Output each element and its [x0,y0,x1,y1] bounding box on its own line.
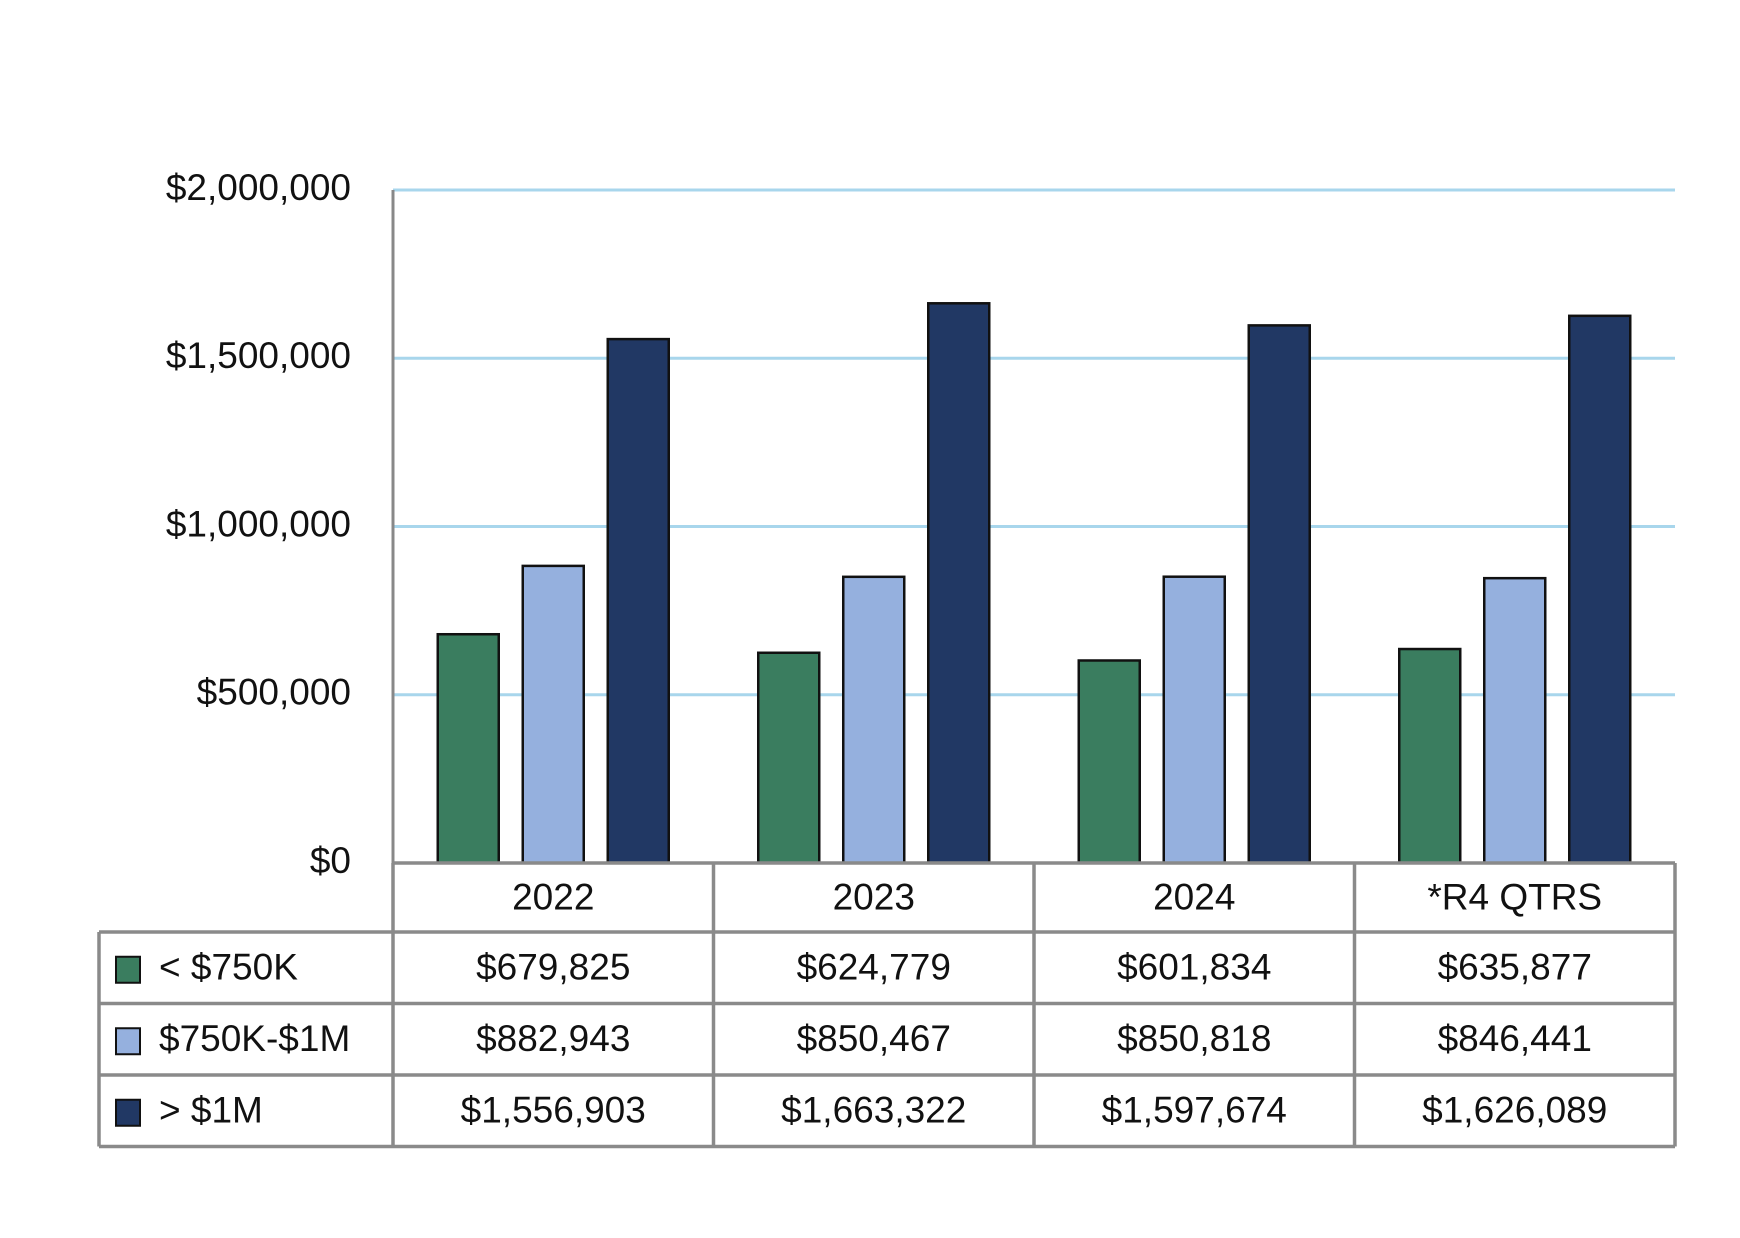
data-label: $624,779 [797,947,951,988]
legend-swatch [115,955,141,984]
y-tick-label: $2,000,000 [166,167,351,208]
data-label: $850,467 [797,1018,951,1059]
data-label: $846,441 [1438,1018,1592,1059]
bar [757,651,821,865]
data-label: $679,825 [476,947,630,988]
x-tick-label: 2023 [833,876,915,917]
y-tick-label: $1,000,000 [166,503,351,544]
bar [1483,576,1547,865]
legend-label: > $1M [159,1090,263,1131]
legend-label: $750K-$1M [159,1018,350,1059]
legend-swatch [115,1098,141,1127]
data-label: $1,556,903 [461,1090,646,1131]
bar [521,564,585,865]
x-tick-label: 2022 [512,876,594,917]
data-label: $1,597,674 [1102,1090,1287,1131]
data-label: $601,834 [1117,947,1271,988]
data-label: $1,663,322 [781,1090,966,1131]
data-label: $882,943 [476,1018,630,1059]
bar [1162,575,1226,865]
x-tick-label: *R4 QTRS [1427,876,1602,917]
y-tick-label: $500,000 [197,672,351,713]
bar [1247,324,1311,865]
legend-swatch [115,1027,141,1056]
bar [1568,314,1632,865]
x-tick-label: 2024 [1153,876,1235,917]
bar [436,632,500,865]
data-label: $1,626,089 [1422,1090,1607,1131]
bar [1398,647,1462,865]
bar [1077,659,1141,865]
legend-label: < $750K [159,947,298,988]
y-tick-label: $1,500,000 [166,335,351,376]
bar [927,302,991,865]
y-tick-label: $0 [310,840,351,881]
bar [842,575,906,865]
data-label: $635,877 [1438,947,1592,988]
bar [606,337,670,865]
data-label: $850,818 [1117,1018,1271,1059]
